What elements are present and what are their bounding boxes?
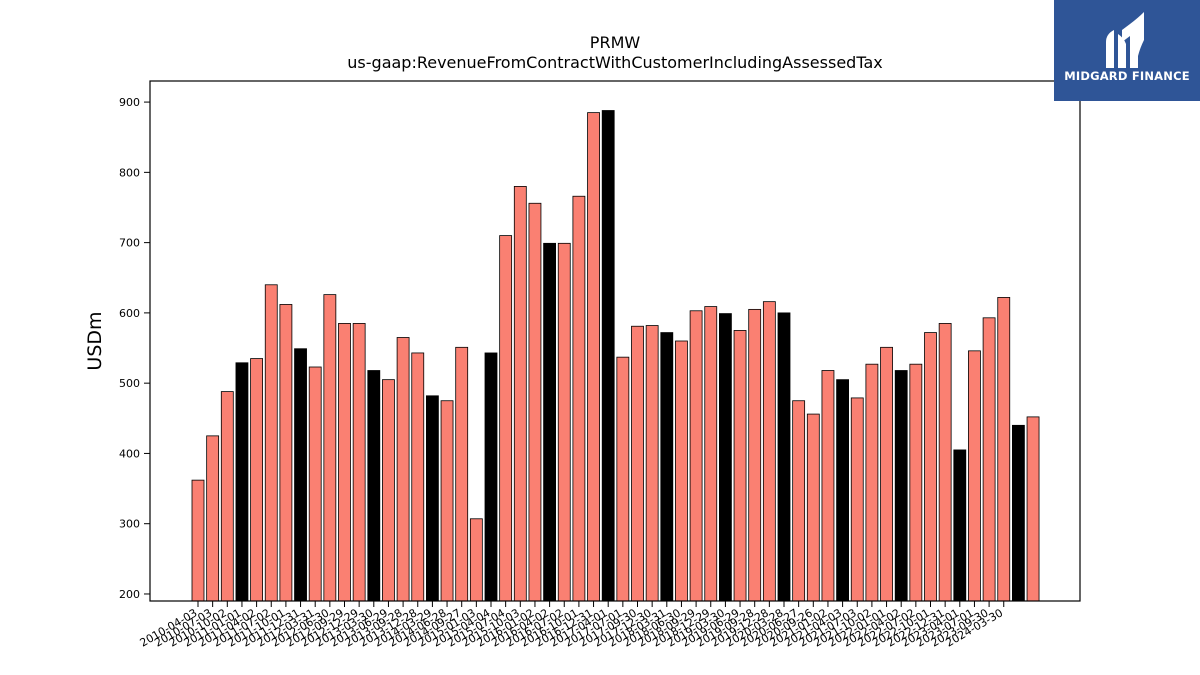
bar bbox=[894, 370, 908, 602]
bar bbox=[308, 366, 322, 602]
bar bbox=[777, 312, 791, 602]
y-tick-label: 800 bbox=[119, 166, 140, 179]
y-tick-label: 300 bbox=[119, 518, 140, 531]
y-tick-label: 900 bbox=[119, 96, 140, 109]
bar bbox=[411, 352, 425, 602]
bar bbox=[235, 362, 249, 602]
y-tick-label: 600 bbox=[119, 307, 140, 320]
bar bbox=[382, 379, 395, 602]
bar bbox=[513, 186, 527, 602]
bar bbox=[264, 284, 278, 602]
bar bbox=[543, 242, 556, 602]
bar bbox=[909, 363, 923, 602]
logo-text: MIDGARD FINANCE bbox=[1064, 69, 1190, 83]
midgard-finance-logo: MIDGARD FINANCE bbox=[1054, 0, 1200, 101]
bar bbox=[469, 518, 483, 602]
bar bbox=[323, 294, 337, 602]
bar bbox=[719, 313, 732, 602]
bar bbox=[616, 356, 630, 602]
bar bbox=[982, 317, 996, 602]
bar bbox=[938, 323, 952, 602]
bar bbox=[924, 332, 937, 602]
bar bbox=[352, 323, 366, 602]
bar bbox=[865, 363, 879, 602]
bar bbox=[997, 297, 1011, 602]
bar bbox=[748, 308, 762, 602]
bar bbox=[440, 400, 454, 602]
bar bbox=[499, 235, 513, 602]
bar bbox=[850, 397, 864, 602]
y-tick-label: 400 bbox=[119, 447, 140, 460]
bar bbox=[294, 348, 307, 602]
y-tick-label: 200 bbox=[119, 588, 140, 601]
bar bbox=[587, 112, 600, 602]
bar bbox=[220, 391, 234, 602]
bar bbox=[557, 242, 571, 602]
y-tick-label: 700 bbox=[119, 237, 140, 250]
bar bbox=[367, 370, 381, 602]
x-axis-ticks: 2010-04-032010-07-032010-10-022011-01-01… bbox=[138, 601, 1005, 650]
bar bbox=[601, 110, 615, 602]
bar bbox=[1012, 424, 1025, 602]
plot-frame bbox=[149, 80, 1081, 602]
bar bbox=[338, 323, 351, 602]
bar bbox=[484, 352, 498, 602]
bars-group bbox=[191, 110, 1040, 602]
bar bbox=[762, 301, 776, 602]
bar bbox=[733, 330, 747, 602]
bar bbox=[675, 340, 688, 602]
bar bbox=[1026, 416, 1040, 602]
bar bbox=[572, 195, 586, 602]
bar bbox=[191, 479, 205, 602]
chart-title: PRMW bbox=[589, 33, 641, 52]
bar bbox=[836, 379, 849, 602]
bar bbox=[968, 350, 981, 602]
y-tick-label: 500 bbox=[119, 377, 140, 390]
bar bbox=[425, 395, 439, 602]
bar bbox=[455, 346, 469, 602]
y-axis-ticks: 200 300 400 500 600 700 800 900 bbox=[119, 96, 150, 601]
bar bbox=[704, 306, 718, 602]
bar bbox=[396, 337, 410, 602]
bar bbox=[645, 325, 659, 602]
bar bbox=[689, 310, 703, 602]
bar bbox=[631, 325, 644, 602]
bar bbox=[821, 370, 835, 602]
bar bbox=[206, 435, 220, 602]
bar bbox=[792, 400, 806, 602]
bar bbox=[806, 413, 820, 602]
y-axis-label: USDm bbox=[84, 311, 106, 370]
chart-subtitle: us-gaap:RevenueFromContractWithCustomerI… bbox=[347, 53, 883, 72]
bar bbox=[250, 358, 264, 602]
bar bbox=[279, 304, 293, 602]
bar bbox=[528, 202, 542, 602]
bar bbox=[660, 332, 674, 602]
bar bbox=[953, 449, 967, 602]
logo-mark-icon bbox=[1106, 12, 1144, 68]
bar bbox=[880, 346, 893, 602]
